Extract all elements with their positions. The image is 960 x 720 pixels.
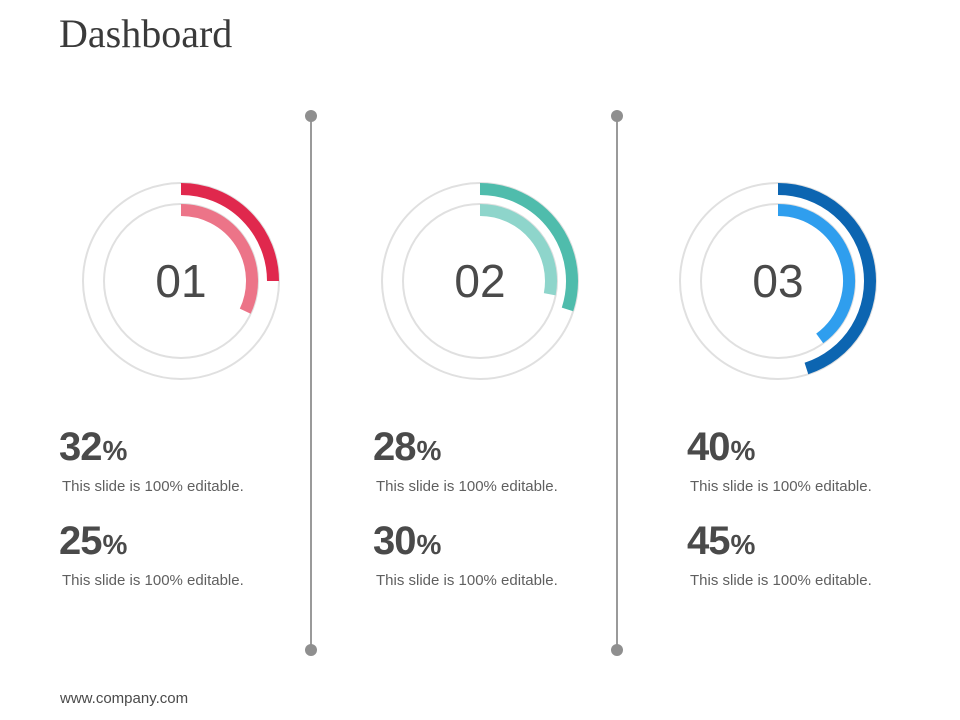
stat-number: 45 (687, 519, 730, 563)
stat-value: 45% (687, 521, 927, 570)
stat-value: 40% (687, 427, 927, 476)
stat-number: 28 (373, 425, 416, 469)
stat-block-1a: 32% This slide is 100% editable. (59, 427, 299, 495)
divider-top-dot-1 (305, 110, 317, 122)
donut-chart-3: 03 (673, 176, 883, 386)
stat-number: 32 (59, 425, 102, 469)
stat-value: 28% (373, 427, 613, 476)
stat-block-3b: 45% This slide is 100% editable. (687, 521, 927, 589)
stat-unit: % (416, 435, 442, 466)
stat-number: 25 (59, 519, 102, 563)
column-divider-1 (310, 116, 312, 650)
stat-block-1b: 25% This slide is 100% editable. (59, 521, 299, 589)
divider-top-dot-2 (611, 110, 623, 122)
stat-unit: % (102, 529, 128, 560)
donut-2-outer-arc (479, 183, 578, 312)
stat-description: This slide is 100% editable. (690, 572, 872, 589)
stat-unit: % (730, 435, 756, 466)
stat-value: 32% (59, 427, 299, 476)
column-divider-2 (616, 116, 618, 650)
donut-1-center-label: 01 (155, 255, 207, 307)
stat-description: This slide is 100% editable. (690, 478, 872, 495)
divider-bottom-dot-2 (611, 644, 623, 656)
stat-block-2b: 30% This slide is 100% editable. (373, 521, 613, 589)
donut-chart-2-svg (381, 182, 579, 380)
donut-chart-1-svg (82, 182, 280, 380)
stat-description: This slide is 100% editable. (376, 478, 558, 495)
donut-chart-3-svg (679, 182, 877, 380)
stat-unit: % (102, 435, 128, 466)
stat-value: 30% (373, 521, 613, 570)
stat-value: 25% (59, 521, 299, 570)
donut-chart-1: 01 (76, 176, 286, 386)
footer-url: www.company.com (60, 690, 189, 707)
donut-2-center-label: 02 (454, 255, 506, 307)
donut-chart-2: 02 (375, 176, 585, 386)
donut-3-inner-arc (777, 204, 855, 344)
stat-unit: % (416, 529, 442, 560)
stat-unit: % (730, 529, 756, 560)
divider-bottom-dot-1 (305, 644, 317, 656)
donut-2-inner-arc (479, 204, 557, 296)
stat-description: This slide is 100% editable. (62, 478, 244, 495)
stat-description: This slide is 100% editable. (376, 572, 558, 589)
stat-block-3a: 40% This slide is 100% editable. (687, 427, 927, 495)
stat-description: This slide is 100% editable. (62, 572, 244, 589)
page-title: Dashboard (59, 11, 233, 56)
stat-block-2a: 28% This slide is 100% editable. (373, 427, 613, 495)
donut-1-inner-arc (180, 204, 258, 314)
stat-number: 30 (373, 519, 416, 563)
donut-1-outer-arc (180, 183, 279, 282)
stat-number: 40 (687, 425, 730, 469)
donut-3-center-label: 03 (752, 255, 804, 307)
donut-3-outer-arc (777, 183, 876, 375)
